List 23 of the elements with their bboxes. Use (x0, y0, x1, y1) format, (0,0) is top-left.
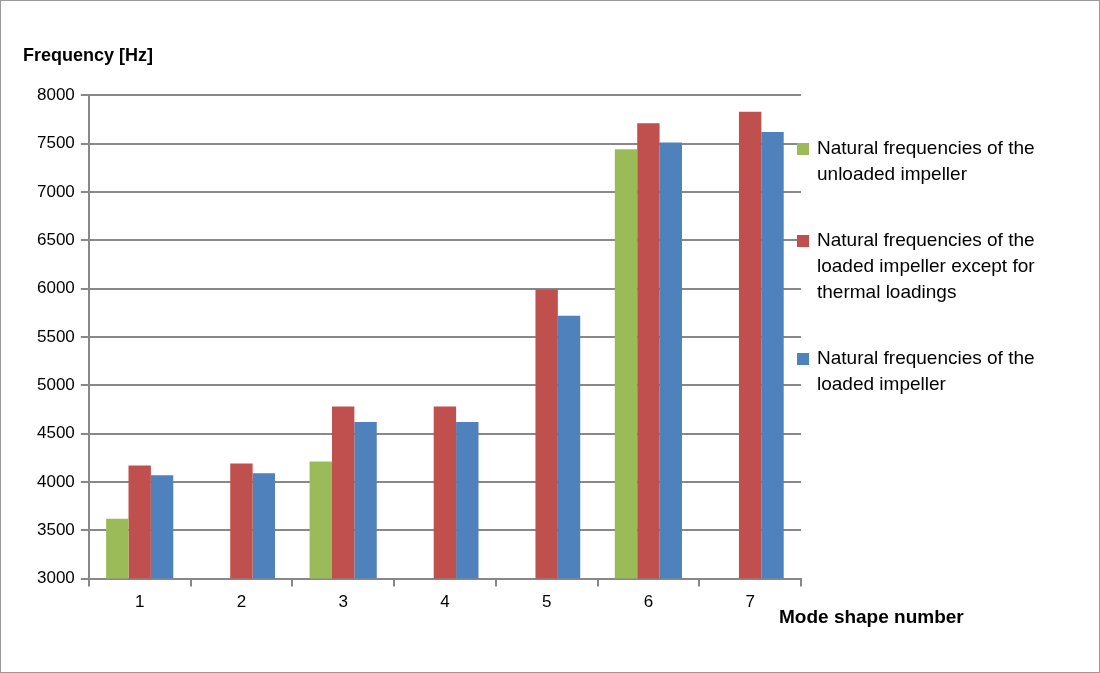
x-tick-label: 6 (643, 592, 654, 612)
x-tick-label: 7 (745, 592, 755, 612)
y-tick-label: 4000 (36, 471, 75, 491)
y-tick-label: 8000 (36, 84, 75, 104)
y-tick-label: 5000 (36, 374, 75, 394)
legend-label: Natural frequencies of the loaded impeller (817, 346, 1036, 396)
y-axis-title: Frequency [Hz] (23, 45, 154, 66)
x-tick-label: 5 (541, 592, 552, 612)
y-tick-label: 4500 (36, 423, 75, 443)
x-tick-label: 2 (236, 592, 247, 612)
legend-label: Natural frequencies of the loaded impeller except for thermal loadings (817, 228, 1036, 304)
y-tick-label: 3000 (36, 568, 75, 588)
x-axis-title: Mode shape number (779, 606, 964, 628)
y-tick-label: 6000 (36, 278, 75, 298)
y-tick-label: 7500 (36, 133, 75, 153)
y-tick-label: 5500 (36, 326, 75, 346)
x-tick-label: 4 (440, 592, 450, 612)
y-tick-label: 7000 (36, 181, 75, 201)
x-tick-label: 3 (338, 592, 348, 612)
y-tick-label: 3500 (36, 519, 75, 539)
y-tick-label: 6500 (36, 229, 75, 249)
x-tick-label: 1 (134, 592, 145, 612)
legend-label: Natural frequencies of the unloaded impeller (817, 136, 1036, 186)
